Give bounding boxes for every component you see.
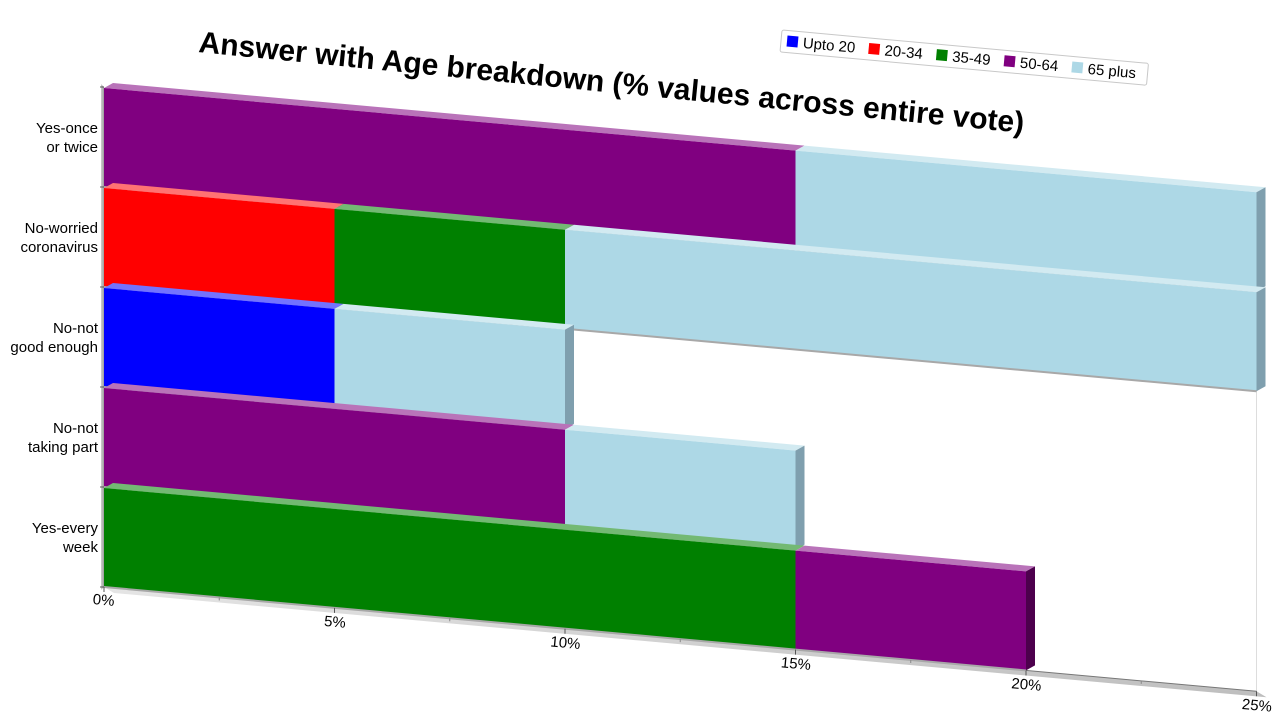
- legend-label-20-34: 20-34: [884, 42, 924, 62]
- chart-wall: [101, 84, 104, 590]
- bar-front-face: [104, 88, 796, 250]
- legend-swatch-65-plus: [1071, 61, 1084, 74]
- bar-top-face: [795, 545, 1035, 572]
- x-tick-label: 0%: [92, 591, 115, 610]
- bar-front-face: [334, 308, 565, 429]
- bar-top-face: [334, 203, 574, 230]
- legend: Upto 20 20-34 35-49 50-64 65 plus: [779, 29, 1149, 86]
- bar-top-face: [104, 383, 574, 430]
- bar-50-64: Yes-every week – 50-64: 5%: [795, 545, 1035, 672]
- bar-top-face: [104, 83, 805, 151]
- bar-front-face: [795, 550, 1026, 671]
- bar-front-face: [104, 288, 335, 408]
- bar-front-face: [565, 229, 1257, 392]
- bar-end-face: [795, 445, 805, 550]
- bar-top-face: [565, 424, 805, 451]
- legend-label-35-49: 35-49: [951, 49, 991, 69]
- x-tick-label: 5%: [323, 613, 346, 632]
- category-label: No-not good enough: [10, 320, 98, 356]
- bar-65-plus: No-not good enough – 65 plus: 5%: [334, 303, 574, 430]
- category-label: No-worried coronavirus: [20, 220, 98, 256]
- bar-top-face: [795, 145, 1266, 193]
- bar-front-face: [565, 429, 796, 550]
- legend-swatch-upto-20: [786, 35, 799, 48]
- legend-swatch-20-34: [868, 42, 881, 55]
- bar-65-plus: No-not taking part – 65 plus: 5%: [564, 424, 805, 551]
- bar-front-face: [104, 188, 335, 308]
- bar-top-face: [104, 283, 344, 309]
- bar-65-plus: No-worried coronavirus – 65 plus: 15%: [564, 224, 1266, 393]
- legend-swatch-35-49: [935, 49, 948, 62]
- chart-floor: [104, 587, 1267, 698]
- legend-swatch-50-64: [1003, 55, 1016, 68]
- x-tick-label: 25%: [1241, 696, 1272, 716]
- x-axis-ticks: 0% 5% 10% 15% 20% 25%: [92, 587, 1273, 716]
- category-label: Yes-every week: [32, 520, 99, 556]
- bar-end-face: [1256, 287, 1266, 392]
- bars: Yes-once or twice – 50-64: 15%Yes-once o…: [103, 83, 1266, 672]
- x-tick-label: 20%: [1011, 675, 1042, 695]
- legend-label-65-plus: 65 plus: [1087, 61, 1137, 82]
- category-label: No-not taking part: [28, 420, 99, 456]
- legend-label-50-64: 50-64: [1019, 55, 1059, 75]
- x-tick-label: 15%: [780, 654, 811, 674]
- bar-top-face: [565, 224, 1266, 293]
- x-tick-label: 10%: [550, 633, 581, 653]
- bar-top-face: [104, 183, 344, 209]
- bar-edge: [564, 327, 1257, 393]
- bar-front-face: [104, 488, 796, 650]
- bar-end-face: [1256, 187, 1266, 292]
- category-label: Yes-once or twice: [36, 120, 98, 156]
- bar-top-face: [104, 483, 805, 551]
- bar-end-face: [1026, 566, 1035, 671]
- bar-end-face: [565, 324, 574, 429]
- bar-front-face: [334, 208, 565, 329]
- bar-top-face: [334, 303, 574, 330]
- category-labels: Yes-once or twice No-worried coronavirus No-…: [10, 120, 98, 556]
- legend-label-upto-20: Upto 20: [802, 35, 856, 57]
